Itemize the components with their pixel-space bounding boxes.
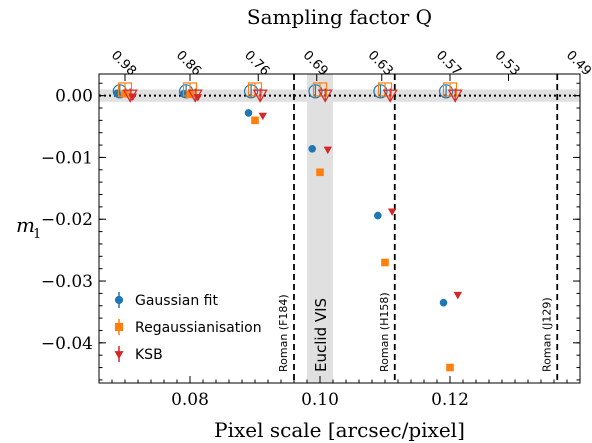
- series-2-ref-point-4: [312, 82, 328, 97]
- series-1-ref-point-3: [244, 84, 259, 99]
- plot-frame: [98, 73, 581, 384]
- y-tick-label-4: −0.03: [41, 272, 93, 292]
- data-points: [112, 82, 463, 372]
- legend: Gaussian fit Regaussianisation KSB: [114, 292, 262, 363]
- series-2-ref-point-6: [442, 82, 458, 97]
- series-1-point-3: [244, 109, 253, 117]
- series-3-point-5: [387, 208, 397, 216]
- svg-text:1: 1: [33, 227, 41, 242]
- series-3-point-3: [258, 112, 268, 121]
- reference-lines: [99, 74, 580, 383]
- series-2-ref-point-3: [247, 82, 263, 97]
- shaded-bands: [99, 74, 580, 383]
- y-tick-label-1: 0.00: [55, 87, 93, 107]
- series-3-point-1: [128, 93, 138, 101]
- top-axis-label: Sampling factor Q: [247, 5, 432, 29]
- legend-marker-3: [114, 351, 124, 360]
- series-3-point-4: [323, 146, 333, 155]
- legend-marker-2: [114, 322, 124, 332]
- series-2-point-4: [316, 168, 324, 177]
- series-1-point-5: [374, 211, 382, 220]
- svg-text:m: m: [16, 213, 35, 237]
- annotations: Roman (F184) Roman (H158) Roman (J129) Eucl…: [277, 292, 553, 372]
- x-tick-label-1: 0.08: [171, 390, 209, 410]
- y-tick-label-5: −0.04: [41, 334, 93, 354]
- y-tick-label-2: −0.01: [41, 148, 93, 168]
- series-2-point-6: [446, 363, 454, 372]
- x-axis-label: Pixel scale [arcsec/pixel]: [214, 418, 465, 442]
- vline-label-3: Roman (J129): [540, 297, 553, 372]
- series-1-point-6: [439, 298, 448, 307]
- legend-label-1: Gaussian fit: [135, 293, 218, 309]
- vline-label-2: Roman (H158): [378, 292, 391, 372]
- y-axis-label: m 1: [16, 213, 41, 242]
- x-tick-label-2: 0.10: [301, 390, 339, 410]
- series-1-ref-point-6: [439, 84, 454, 99]
- series-1-point-4: [308, 144, 317, 153]
- series-3-point-2: [193, 94, 203, 102]
- series-2-point-3: [251, 116, 259, 125]
- euclid-vis-label: Euclid VIS: [312, 298, 330, 372]
- series-1-ref-point-5: [373, 84, 388, 99]
- euclid-vis-band: [307, 74, 333, 383]
- series-3-point-6: [453, 291, 463, 300]
- legend-label-2: Regaussianisation: [135, 320, 262, 336]
- series-2-ref-point-5: [377, 82, 393, 97]
- series-2-point-5: [381, 258, 389, 267]
- legend-label-3: KSB: [135, 347, 163, 363]
- series-1-ref-point-4: [308, 84, 323, 99]
- vline-label-1: Roman (F184): [277, 294, 290, 372]
- x-tick-label-3: 0.12: [431, 390, 469, 410]
- y-tick-label-3: −0.02: [41, 210, 93, 230]
- legend-marker-1: [114, 295, 124, 305]
